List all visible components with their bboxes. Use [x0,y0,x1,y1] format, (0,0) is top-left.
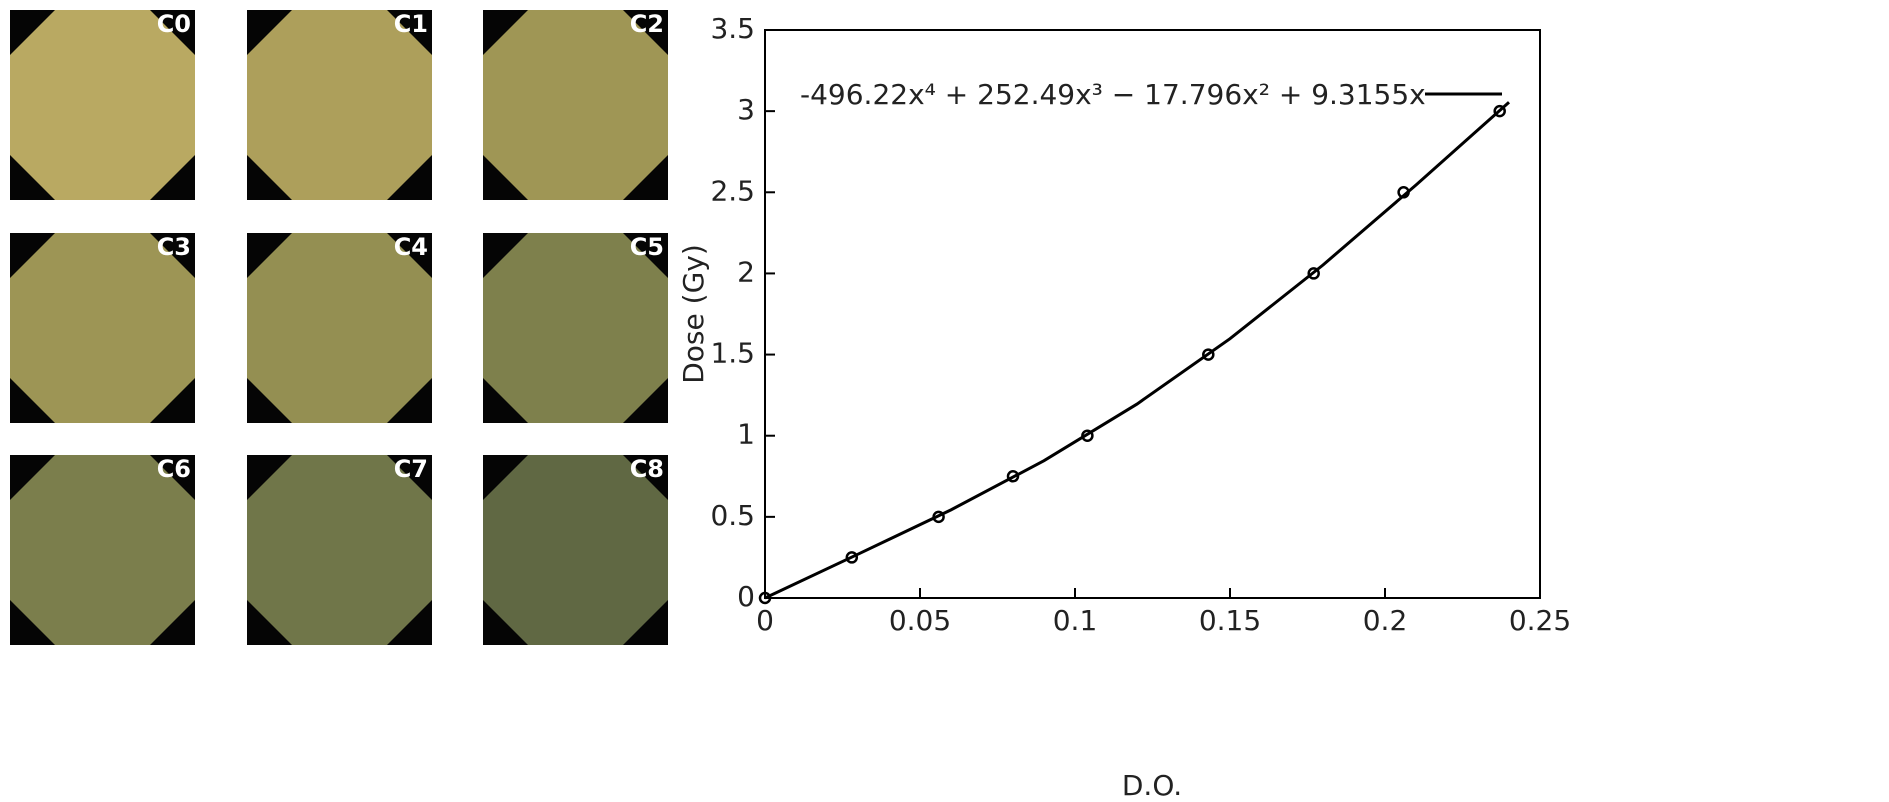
film-label: C6 [157,455,191,483]
film-label: C4 [394,233,428,261]
y-tick-label: 0 [737,580,755,613]
legend-label: -496.22x⁴ + 252.49x³ − 17.796x² + 9.3155… [800,78,1426,111]
fit-line [764,101,1510,600]
film [247,233,432,423]
data-point [1493,104,1506,118]
data-point [758,591,772,605]
y-axis-label: Dose (Gy) [677,244,710,384]
film [10,10,195,200]
film-label: C0 [157,10,191,38]
film [247,10,432,200]
y-tick-label: 0.5 [710,499,755,532]
y-tick-label: 3.5 [710,12,755,45]
y-tick-label: 1.5 [710,337,755,370]
y-tick-label: 2.5 [710,174,755,207]
film [10,233,195,423]
film [483,233,668,423]
x-tick-label: 0.25 [1509,604,1571,637]
film-label: C7 [394,455,428,483]
film-label: C2 [630,10,664,38]
data-point [1006,470,1020,483]
x-tick-label: 0.2 [1363,604,1408,637]
y-tick-label: 1 [737,418,755,451]
data-point [1307,267,1320,280]
film-label: C1 [394,10,428,38]
x-tick-label: 0.15 [1199,604,1261,637]
x-tick-label: 0 [756,604,774,637]
x-tick-label: 0.05 [889,604,951,637]
film [247,455,432,645]
film [10,455,195,645]
film [483,10,668,200]
data-point [1202,348,1215,361]
y-tick-label: 2 [737,255,755,288]
plot-frame [764,29,1541,599]
data-point [845,551,859,564]
film-label: C8 [630,455,664,483]
film-label: C3 [157,233,191,261]
x-tick-label: 0.1 [1053,604,1098,637]
film [483,455,668,645]
x-axis-label: D.O. [1122,769,1182,802]
film-label: C5 [630,233,664,261]
y-tick-label: 3 [737,93,755,126]
